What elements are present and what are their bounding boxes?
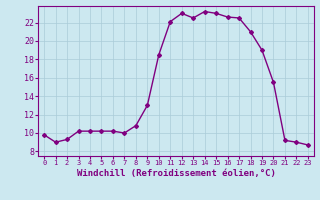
X-axis label: Windchill (Refroidissement éolien,°C): Windchill (Refroidissement éolien,°C) bbox=[76, 169, 276, 178]
